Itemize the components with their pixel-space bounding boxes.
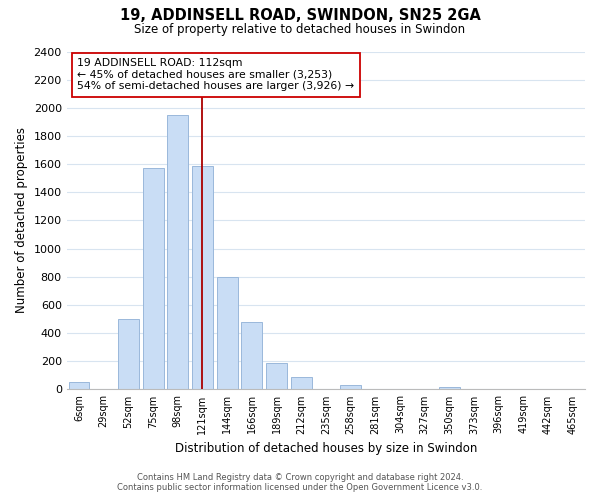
Bar — [192, 166, 213, 390]
Bar — [290, 377, 311, 390]
Bar — [118, 319, 139, 390]
Bar — [241, 322, 262, 390]
X-axis label: Distribution of detached houses by size in Swindon: Distribution of detached houses by size … — [175, 442, 477, 455]
Y-axis label: Number of detached properties: Number of detached properties — [15, 128, 28, 314]
Bar — [439, 388, 460, 390]
Bar — [266, 364, 287, 390]
Text: Size of property relative to detached houses in Swindon: Size of property relative to detached ho… — [134, 22, 466, 36]
Text: 19 ADDINSELL ROAD: 112sqm
← 45% of detached houses are smaller (3,253)
54% of se: 19 ADDINSELL ROAD: 112sqm ← 45% of detac… — [77, 58, 354, 92]
Bar — [143, 168, 164, 390]
Text: Contains HM Land Registry data © Crown copyright and database right 2024.
Contai: Contains HM Land Registry data © Crown c… — [118, 473, 482, 492]
Bar — [68, 382, 89, 390]
Text: 19, ADDINSELL ROAD, SWINDON, SN25 2GA: 19, ADDINSELL ROAD, SWINDON, SN25 2GA — [119, 8, 481, 22]
Bar — [340, 385, 361, 390]
Bar — [217, 277, 238, 390]
Bar — [167, 115, 188, 390]
